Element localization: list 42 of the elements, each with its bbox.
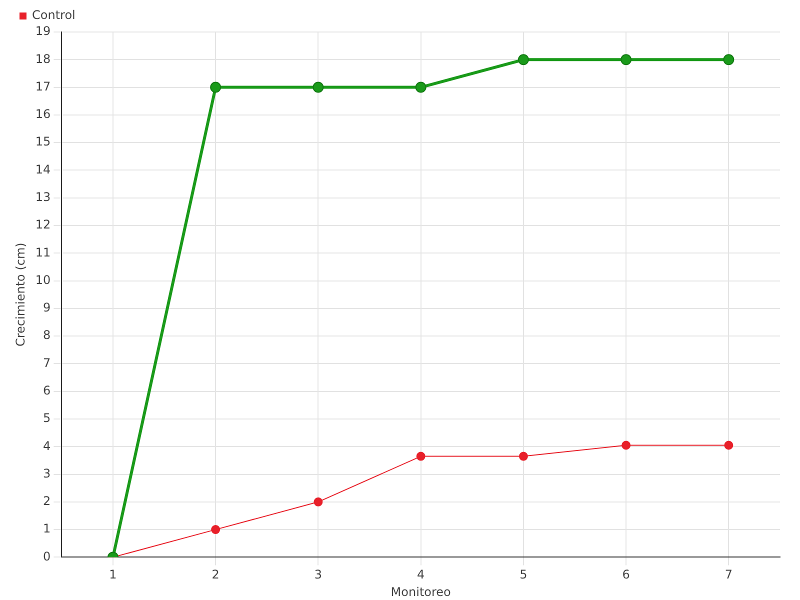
point bbox=[415, 82, 426, 93]
point bbox=[312, 82, 324, 93]
x-tick-label: 6 bbox=[622, 568, 630, 582]
point bbox=[518, 452, 528, 461]
x-tick-label: 7 bbox=[724, 568, 733, 582]
y-tick-label: 19 bbox=[35, 24, 51, 38]
y-tick-label: 17 bbox=[35, 79, 51, 94]
x-tick-label: 5 bbox=[520, 568, 528, 582]
y-tick-label: 18 bbox=[35, 52, 51, 66]
x-tick-label: 2 bbox=[212, 568, 220, 582]
y-tick-label: 0 bbox=[43, 549, 51, 564]
y-axis-title: Crecimiento (cm) bbox=[13, 242, 28, 347]
y-tick-label: 4 bbox=[43, 438, 51, 453]
y-tick-label: 9 bbox=[43, 300, 51, 315]
point bbox=[210, 82, 222, 93]
y-tick-label: 12 bbox=[35, 218, 51, 232]
point bbox=[724, 440, 734, 450]
y-tick-label: 2 bbox=[43, 494, 51, 508]
legend-label: Control bbox=[32, 8, 76, 22]
y-tick-label: 11 bbox=[35, 245, 51, 260]
point bbox=[518, 54, 529, 66]
x-tick-label: 3 bbox=[314, 568, 322, 582]
y-tick-label: 10 bbox=[35, 272, 51, 287]
y-tick-label: 8 bbox=[43, 328, 51, 342]
point bbox=[620, 54, 632, 66]
y-tick-label: 3 bbox=[43, 466, 51, 480]
point bbox=[211, 525, 220, 534]
y-tick-label: 5 bbox=[43, 411, 51, 426]
point bbox=[723, 54, 734, 66]
x-tick-label: 1 bbox=[109, 568, 117, 582]
point bbox=[314, 497, 323, 506]
y-tick-label: 16 bbox=[35, 107, 51, 122]
point bbox=[416, 452, 426, 461]
y-tick-label: 15 bbox=[35, 134, 51, 149]
y-tick-label: 7 bbox=[43, 356, 51, 370]
y-tick-label: 13 bbox=[35, 190, 51, 204]
point bbox=[622, 440, 631, 450]
y-tick-label: 1 bbox=[43, 522, 51, 536]
y-tick-label: 14 bbox=[35, 162, 51, 176]
y-tick-label: 6 bbox=[43, 383, 51, 398]
x-axis-title: Monitoreo bbox=[390, 584, 451, 599]
x-tick-label: 4 bbox=[417, 568, 425, 582]
